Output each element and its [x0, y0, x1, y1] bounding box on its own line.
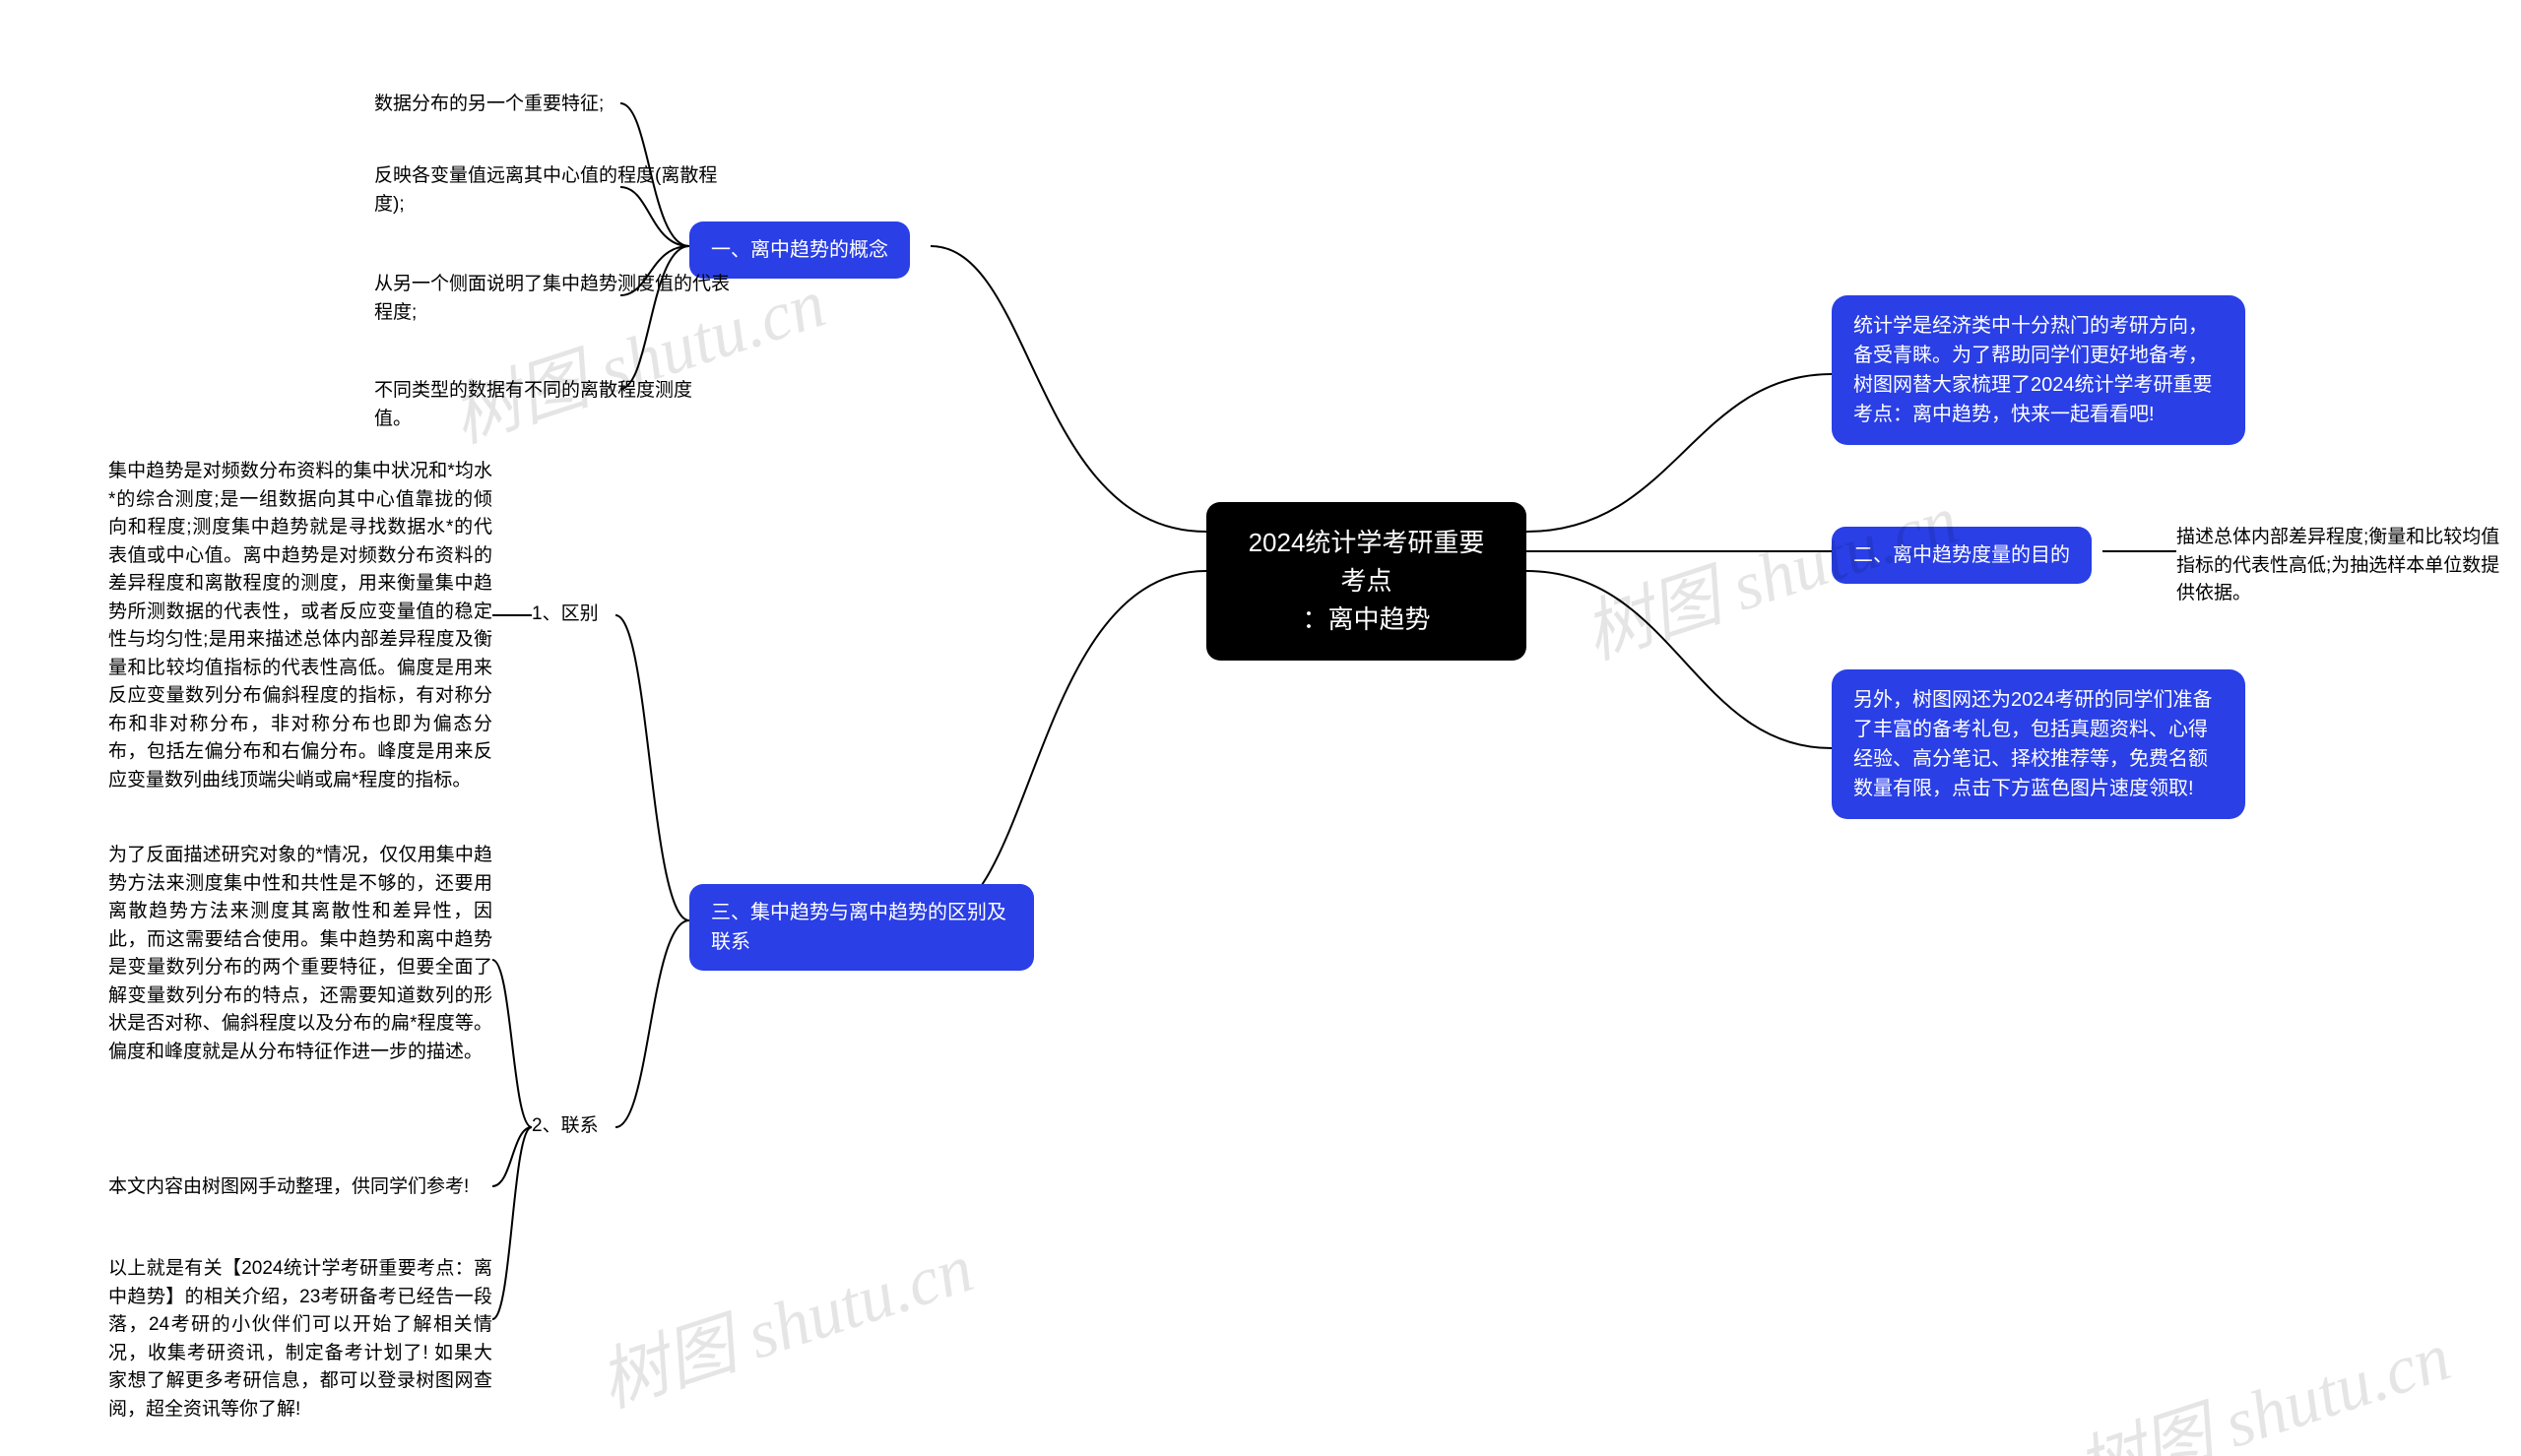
section1-leaf-3-text: 不同类型的数据有不同的离散程度测度值。	[374, 380, 692, 429]
root-title-line2: ：离中趋势	[1236, 601, 1497, 639]
section3-sub2-text-2: 以上就是有关【2024统计学考研重要考点：离中趋势】的相关介绍，23考研备考已经…	[108, 1255, 492, 1424]
section3-title: 三、集中趋势与离中趋势的区别及联系	[711, 902, 1006, 953]
section3-sub2-text-0: 为了反面描述研究对象的*情况，仅仅用集中趋势方法来测度集中性和共性是不够的，还要…	[108, 842, 492, 1066]
section3-node[interactable]: 三、集中趋势与离中趋势的区别及联系	[689, 884, 1034, 971]
section1-leaf-0-text: 数据分布的另一个重要特征;	[374, 94, 604, 114]
section3-sub2-text-1: 本文内容由树图网手动整理，供同学们参考!	[108, 1173, 492, 1202]
watermark-2: 树图 shutu.cn	[585, 1213, 984, 1426]
outro-box[interactable]: 另外，树图网还为2024考研的同学们准备了丰富的备考礼包，包括真题资料、心得经验…	[1832, 669, 2245, 819]
section3-sub2-text-0-content: 为了反面描述研究对象的*情况，仅仅用集中趋势方法来测度集中性和共性是不够的，还要…	[108, 845, 492, 1062]
section2-node[interactable]: 二、离中趋势度量的目的	[1832, 527, 2092, 584]
section1-leaf-2: 从另一个侧面说明了集中趋势测度值的代表程度;	[374, 271, 739, 327]
watermark-3: 树图 shutu.cn	[2062, 1301, 2461, 1456]
section3-sub2-node[interactable]: 2、联系	[532, 1112, 599, 1141]
section3-sub1-title: 1、区别	[532, 603, 599, 624]
section1-leaf-3: 不同类型的数据有不同的离散程度测度值。	[374, 377, 699, 433]
section3-sub1-node[interactable]: 1、区别	[532, 601, 599, 629]
watermark-2-text: 树图 shutu.cn	[591, 1231, 982, 1423]
root-node[interactable]: 2024统计学考研重要考点 ：离中趋势	[1206, 502, 1526, 661]
section3-sub1-text: 集中趋势是对频数分布资料的集中状况和*均水*的综合测度;是一组数据向其中心值靠拢…	[108, 458, 492, 794]
section1-leaf-2-text: 从另一个侧面说明了集中趋势测度值的代表程度;	[374, 274, 730, 323]
section1-title: 一、离中趋势的概念	[711, 239, 888, 261]
section3-sub2-text-2-content: 以上就是有关【2024统计学考研重要考点：离中趋势】的相关介绍，23考研备考已经…	[108, 1258, 492, 1420]
watermark-3-text: 树图 shutu.cn	[2068, 1319, 2459, 1456]
section1-leaf-1: 反映各变量值远离其中心值的程度(离散程度);	[374, 162, 739, 219]
section1-leaf-1-text: 反映各变量值远离其中心值的程度(离散程度);	[374, 165, 717, 215]
intro-box[interactable]: 统计学是经济类中十分热门的考研方向，备受青睐。为了帮助同学们更好地备考，树图网替…	[1832, 295, 2245, 445]
root-title-line1: 2024统计学考研重要考点	[1236, 524, 1497, 601]
section3-sub1-text-content: 集中趋势是对频数分布资料的集中状况和*均水*的综合测度;是一组数据向其中心值靠拢…	[108, 461, 492, 791]
intro-text: 统计学是经济类中十分热门的考研方向，备受青睐。为了帮助同学们更好地备考，树图网替…	[1853, 315, 2213, 425]
section1-leaf-0: 数据分布的另一个重要特征;	[374, 91, 620, 119]
outro-text: 另外，树图网还为2024考研的同学们准备了丰富的备考礼包，包括真题资料、心得经验…	[1853, 689, 2213, 799]
section3-sub2-title: 2、联系	[532, 1115, 599, 1136]
section2-title: 二、离中趋势度量的目的	[1853, 544, 2070, 566]
section2-desc: 描述总体内部差异程度;衡量和比较均值指标的代表性高低;为抽选样本单位数提供依据。	[2176, 524, 2511, 608]
section3-sub2-text-1-content: 本文内容由树图网手动整理，供同学们参考!	[108, 1176, 469, 1197]
section2-desc-text: 描述总体内部差异程度;衡量和比较均值指标的代表性高低;为抽选样本单位数提供依据。	[2176, 527, 2499, 603]
